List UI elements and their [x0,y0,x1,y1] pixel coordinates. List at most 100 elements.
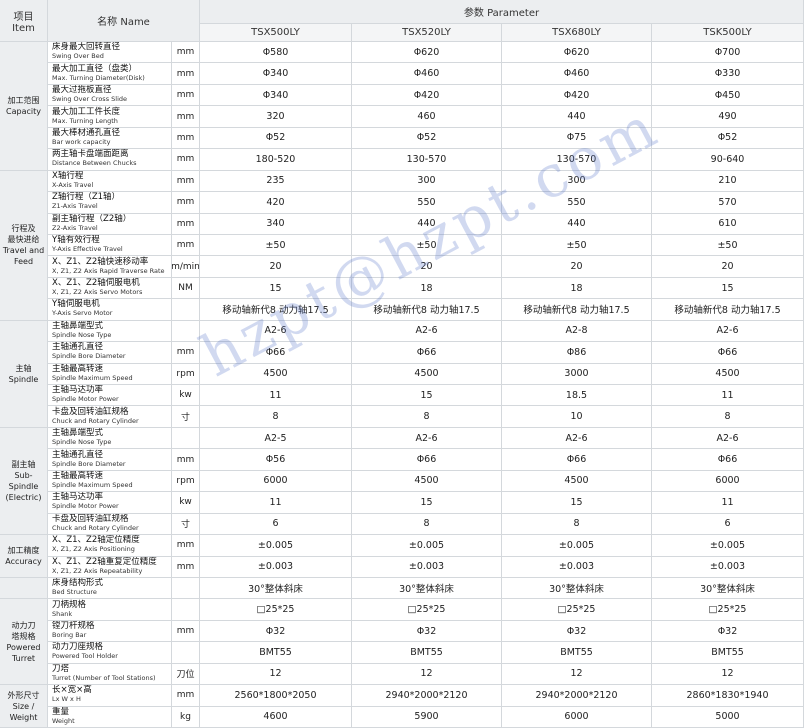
spec-unit: mm [172,63,200,85]
spec-value: ±0.005 [652,535,804,557]
spec-value: 20 [200,256,352,278]
unit-text: kg [180,711,191,722]
group-label-line: 塔规格 [11,631,36,641]
spec-value: □25*25 [352,599,502,621]
spec-value: 12 [502,663,652,686]
item-header-en: Item [12,22,35,34]
spec-name: 动力刀座规格 Powered Tool Holder [48,642,172,664]
spec-value: ±0.003 [200,556,352,578]
spec-name: 副主轴行程（Z2轴） Z2-Axis Travel [48,213,172,235]
spec-value: 18.5 [502,385,652,407]
spec-name-zh: 最大过拖板直径 [52,85,112,96]
spec-value: 移动轴新代8 动力轴17.5 [200,299,352,321]
spec-value: Φ66 [352,342,502,364]
group-label [0,577,48,600]
spec-value: Φ56 [200,449,352,471]
spec-value: Φ66 [652,449,804,471]
spec-name: 主轴鼻端型式 Spindle Nose Type [48,320,172,343]
spec-value: Φ32 [502,620,652,643]
spec-name: X、Z1、Z2轴定位精度 X, Z1, Z2 Axis Positioning [48,535,172,557]
spec-unit: mm [172,213,200,235]
spec-name-zh: 镗刀杆规格 [52,621,95,632]
spec-value: BMT55 [652,642,804,664]
spec-unit: mm [172,127,200,150]
spec-value: A2-6 [352,320,502,343]
spec-value: ±50 [200,234,352,257]
spec-name-en: Max. Turning Diameter(Disk) [52,73,145,82]
spec-value: 20 [502,256,652,278]
spec-name: 两主轴卡盘端面距离 Distance Between Chucks [48,149,172,171]
spec-value: 8 [502,513,652,536]
unit-text: mm [176,132,195,143]
spec-name: 长×宽×高 Lx W x H [48,685,172,707]
spec-value: 30°整体斜床 [200,577,352,600]
unit-text: 寸 [180,520,190,531]
spec-value: Φ32 [652,620,804,643]
spec-name-zh: X、Z1、Z2轴快速移动率 [52,256,149,267]
spec-unit: mm [172,170,200,193]
spec-value: □25*25 [502,599,652,621]
unit-text: mm [176,561,195,572]
group-label: 加工精度 Accuracy [0,535,48,578]
model-header: TSK500LY [652,24,804,42]
spec-value: Φ52 [200,127,352,150]
spec-name-zh: 长×宽×高 [52,685,92,696]
spec-value: 18 [352,277,502,300]
group-label: 副主轴 Sub-Spindle (Electric) [0,427,48,536]
unit-text: NM [178,283,193,294]
spec-value: 180-520 [200,149,352,171]
spec-value: Φ32 [200,620,352,643]
spec-value: 130-570 [502,149,652,171]
group-label-line: Travel and [2,246,45,256]
spec-value: 15 [352,492,502,514]
spec-name: Y轴有效行程 Y-Axis Effective Travel [48,234,172,257]
spec-value: ±0.005 [200,535,352,557]
spec-value: A2-6 [502,427,652,450]
spec-value: ±0.005 [352,535,502,557]
spec-value: A2-6 [200,320,352,343]
spec-value: 340 [200,213,352,235]
spec-value: A2-6 [652,427,804,450]
model-header: TSX680LY [502,24,652,42]
spec-unit [172,320,200,343]
name-header: 名称 Name [48,0,200,42]
group-label-line: 主轴 [15,363,32,373]
spec-value: 210 [652,170,804,193]
spec-unit: mm [172,84,200,107]
spec-value: 3000 [502,363,652,385]
spec-name-en: Spindle Motor Power [52,395,119,404]
spec-name-zh: 卡盘及回转油缸规格 [52,513,129,524]
spec-name-en: Spindle Bore Diameter [52,352,126,361]
spec-value: 8 [200,406,352,428]
spec-name-en: Turret (Number of Tool Stations) [52,673,156,682]
spec-name-zh: 床身最大回转直径 [52,42,121,53]
spec-name-en: X, Z1, Z2 Axis Repeatability [52,566,143,575]
spec-value: 2940*2000*2120 [352,685,502,707]
spec-name: 主轴马达功率 Spindle Motor Power [48,492,172,514]
item-header-zh: 项目 [13,11,34,23]
spec-value: A2-6 [352,427,502,450]
spec-value: 320 [200,106,352,128]
spec-value: 550 [352,192,502,214]
group-label: 动力刀 塔规格 Powered Turret [0,599,48,686]
spec-name-en: Shank [52,609,73,618]
spec-name: 床身最大回转直径 Swing Over Bed [48,42,172,64]
spec-value: BMT55 [200,642,352,664]
spec-value: 11 [652,385,804,407]
spec-name: X、Z1、Z2轴伺服电机 X, Z1, Z2 Axis Servo Motors [48,277,172,300]
spec-name-zh: 主轴鼻端型式 [52,428,104,439]
spec-value: Φ52 [652,127,804,150]
spec-unit: m/min [172,256,200,278]
spec-name-zh: 床身结构形式 [52,578,104,589]
spec-unit [172,642,200,664]
spec-value: 30°整体斜床 [502,577,652,600]
spec-unit: rpm [172,363,200,385]
spec-unit: mm [172,685,200,707]
spec-name-zh: 卡盘及回转油缸规格 [52,406,129,417]
group-label-line: 动力刀 [11,620,36,630]
spec-value: BMT55 [502,642,652,664]
spec-unit: mm [172,342,200,364]
spec-name: X轴行程 X-Axis Travel [48,170,172,193]
spec-value: 4500 [502,470,652,493]
group-label-line: Accuracy [5,557,42,566]
